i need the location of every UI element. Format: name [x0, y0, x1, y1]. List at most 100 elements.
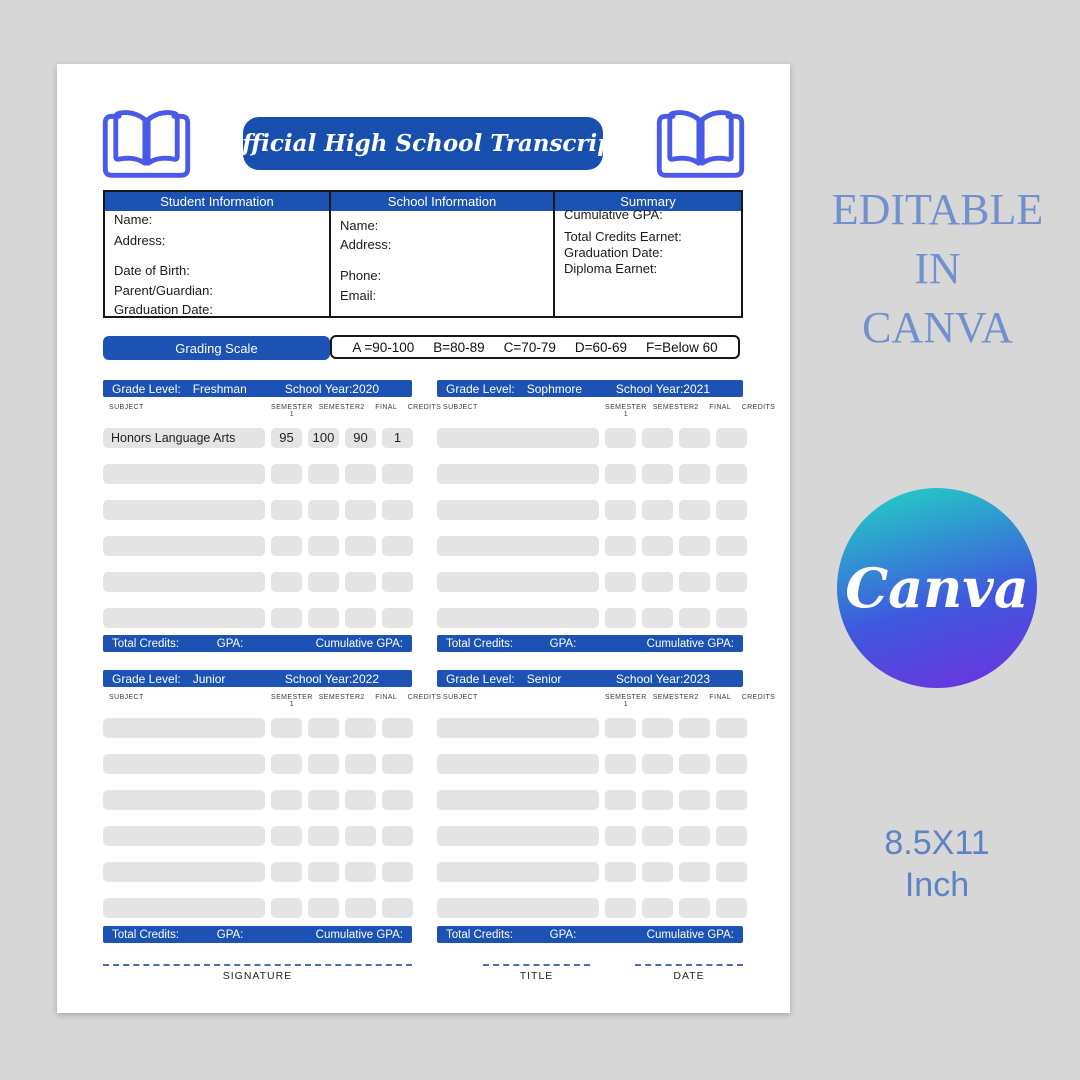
final-field[interactable] — [345, 826, 376, 846]
final-field[interactable]: 90 — [345, 428, 376, 448]
final-field[interactable] — [345, 572, 376, 592]
subject-field[interactable] — [437, 826, 599, 846]
semester1-field[interactable] — [271, 862, 302, 882]
subject-field[interactable] — [437, 754, 599, 774]
semester2-field[interactable] — [642, 826, 673, 846]
semester2-field[interactable] — [308, 464, 339, 484]
semester2-field[interactable] — [642, 862, 673, 882]
subject-field[interactable] — [103, 826, 265, 846]
semester2-field[interactable] — [642, 500, 673, 520]
subject-field[interactable] — [103, 718, 265, 738]
credits-field[interactable] — [382, 500, 413, 520]
credits-field[interactable] — [716, 718, 747, 738]
semester2-field[interactable] — [642, 464, 673, 484]
credits-field[interactable] — [716, 898, 747, 918]
subject-field[interactable] — [103, 572, 265, 592]
final-field[interactable] — [679, 428, 710, 448]
subject-field[interactable] — [437, 862, 599, 882]
semester1-field[interactable]: 95 — [271, 428, 302, 448]
semester2-field[interactable] — [642, 754, 673, 774]
credits-field[interactable] — [716, 790, 747, 810]
credits-field[interactable] — [382, 790, 413, 810]
semester2-field[interactable] — [642, 428, 673, 448]
semester2-field[interactable] — [308, 862, 339, 882]
subject-field[interactable] — [437, 898, 599, 918]
credits-field[interactable] — [716, 500, 747, 520]
final-field[interactable] — [679, 754, 710, 774]
semester2-field[interactable] — [642, 790, 673, 810]
final-field[interactable] — [679, 898, 710, 918]
subject-field[interactable] — [437, 428, 599, 448]
credits-field[interactable] — [716, 754, 747, 774]
credits-field[interactable] — [716, 862, 747, 882]
final-field[interactable] — [345, 718, 376, 738]
semester1-field[interactable] — [271, 754, 302, 774]
subject-field[interactable] — [437, 718, 599, 738]
final-field[interactable] — [679, 790, 710, 810]
credits-field[interactable] — [382, 826, 413, 846]
credits-field[interactable] — [716, 608, 747, 628]
semester1-field[interactable] — [605, 826, 636, 846]
credits-field[interactable] — [716, 464, 747, 484]
subject-field[interactable] — [437, 790, 599, 810]
subject-field[interactable] — [103, 608, 265, 628]
subject-field[interactable] — [103, 862, 265, 882]
semester1-field[interactable] — [271, 464, 302, 484]
final-field[interactable] — [345, 754, 376, 774]
credits-field[interactable] — [716, 428, 747, 448]
semester1-field[interactable] — [605, 754, 636, 774]
final-field[interactable] — [345, 608, 376, 628]
subject-field[interactable] — [437, 500, 599, 520]
credits-field[interactable]: 1 — [382, 428, 413, 448]
subject-field[interactable] — [437, 572, 599, 592]
semester1-field[interactable] — [605, 500, 636, 520]
semester1-field[interactable] — [271, 608, 302, 628]
final-field[interactable] — [345, 464, 376, 484]
semester2-field[interactable] — [308, 790, 339, 810]
final-field[interactable] — [345, 790, 376, 810]
final-field[interactable] — [679, 464, 710, 484]
semester2-field[interactable] — [308, 572, 339, 592]
semester1-field[interactable] — [271, 718, 302, 738]
final-field[interactable] — [345, 536, 376, 556]
semester1-field[interactable] — [271, 536, 302, 556]
credits-field[interactable] — [382, 572, 413, 592]
credits-field[interactable] — [716, 826, 747, 846]
subject-field[interactable] — [103, 754, 265, 774]
credits-field[interactable] — [382, 464, 413, 484]
subject-field[interactable] — [103, 464, 265, 484]
final-field[interactable] — [679, 862, 710, 882]
subject-field[interactable] — [103, 500, 265, 520]
credits-field[interactable] — [716, 536, 747, 556]
credits-field[interactable] — [382, 862, 413, 882]
semester2-field[interactable] — [642, 572, 673, 592]
semester1-field[interactable] — [271, 500, 302, 520]
semester1-field[interactable] — [605, 428, 636, 448]
semester1-field[interactable] — [605, 790, 636, 810]
credits-field[interactable] — [382, 754, 413, 774]
semester2-field[interactable] — [642, 718, 673, 738]
semester2-field[interactable] — [642, 898, 673, 918]
semester2-field[interactable] — [308, 608, 339, 628]
semester1-field[interactable] — [605, 536, 636, 556]
final-field[interactable] — [345, 898, 376, 918]
final-field[interactable] — [345, 862, 376, 882]
credits-field[interactable] — [382, 608, 413, 628]
semester1-field[interactable] — [605, 718, 636, 738]
semester2-field[interactable] — [308, 718, 339, 738]
semester2-field[interactable] — [308, 536, 339, 556]
credits-field[interactable] — [382, 536, 413, 556]
credits-field[interactable] — [716, 572, 747, 592]
subject-field[interactable] — [437, 536, 599, 556]
semester2-field[interactable] — [308, 898, 339, 918]
subject-field[interactable] — [103, 536, 265, 556]
semester1-field[interactable] — [271, 572, 302, 592]
credits-field[interactable] — [382, 898, 413, 918]
final-field[interactable] — [679, 536, 710, 556]
final-field[interactable] — [679, 500, 710, 520]
semester1-field[interactable] — [605, 464, 636, 484]
final-field[interactable] — [679, 718, 710, 738]
subject-field[interactable] — [437, 464, 599, 484]
credits-field[interactable] — [382, 718, 413, 738]
semester2-field[interactable] — [642, 536, 673, 556]
